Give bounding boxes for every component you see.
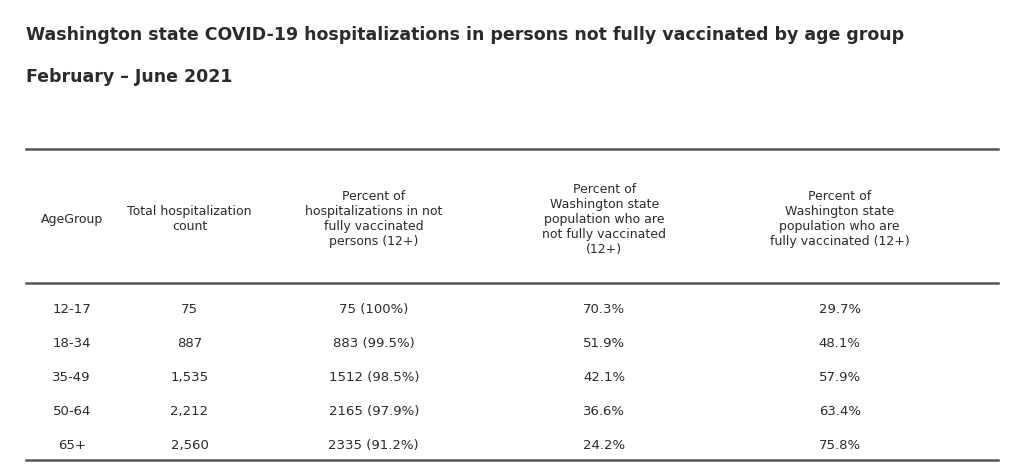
Text: 75.8%: 75.8% (818, 438, 861, 452)
Text: 36.6%: 36.6% (583, 405, 626, 418)
Text: 12-17: 12-17 (52, 303, 91, 316)
Text: Total hospitalization
count: Total hospitalization count (127, 205, 252, 234)
Text: 48.1%: 48.1% (818, 337, 861, 350)
Text: 1512 (98.5%): 1512 (98.5%) (329, 371, 419, 384)
Text: 2335 (91.2%): 2335 (91.2%) (329, 438, 419, 452)
Text: 24.2%: 24.2% (583, 438, 626, 452)
Text: February – June 2021: February – June 2021 (26, 68, 232, 86)
Text: 51.9%: 51.9% (583, 337, 626, 350)
Text: 70.3%: 70.3% (583, 303, 626, 316)
Text: 2,560: 2,560 (171, 438, 208, 452)
Text: 35-49: 35-49 (52, 371, 91, 384)
Text: 75: 75 (181, 303, 198, 316)
Text: 29.7%: 29.7% (818, 303, 861, 316)
Text: 887: 887 (177, 337, 202, 350)
Text: 2,212: 2,212 (170, 405, 209, 418)
Text: Washington state COVID-19 hospitalizations in persons not fully vaccinated by ag: Washington state COVID-19 hospitalizatio… (26, 26, 904, 44)
Text: 18-34: 18-34 (52, 337, 91, 350)
Text: 50-64: 50-64 (52, 405, 91, 418)
Text: 42.1%: 42.1% (583, 371, 626, 384)
Text: Percent of
Washington state
population who are
fully vaccinated (12+): Percent of Washington state population w… (770, 191, 909, 248)
Text: 2165 (97.9%): 2165 (97.9%) (329, 405, 419, 418)
Text: 1,535: 1,535 (170, 371, 209, 384)
Text: 63.4%: 63.4% (818, 405, 861, 418)
Text: AgeGroup: AgeGroup (41, 213, 102, 226)
Text: 57.9%: 57.9% (818, 371, 861, 384)
Text: 883 (99.5%): 883 (99.5%) (333, 337, 415, 350)
Text: 75 (100%): 75 (100%) (339, 303, 409, 316)
Text: Percent of
hospitalizations in not
fully vaccinated
persons (12+): Percent of hospitalizations in not fully… (305, 191, 442, 248)
Text: Percent of
Washington state
population who are
not fully vaccinated
(12+): Percent of Washington state population w… (542, 183, 667, 256)
Text: 65+: 65+ (57, 438, 86, 452)
